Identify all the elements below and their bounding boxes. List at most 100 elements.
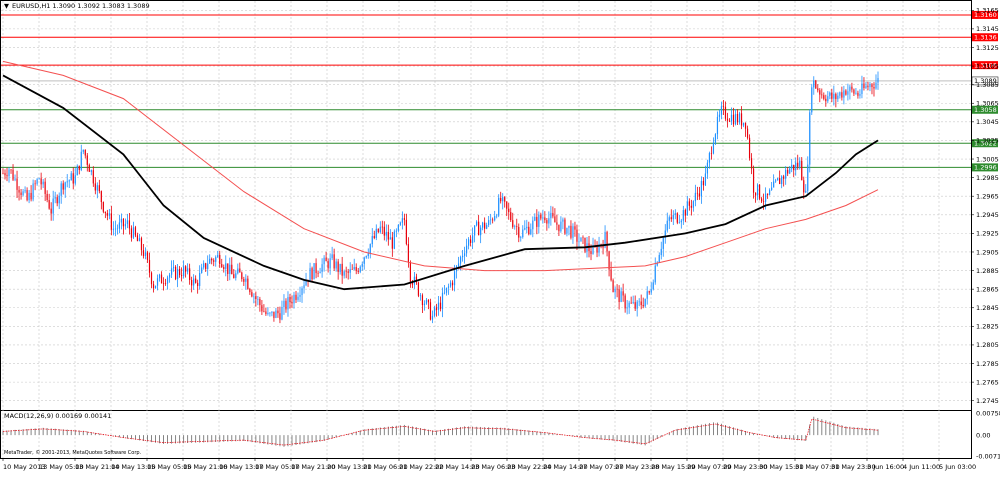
candle-body [170,268,173,275]
candle-body [622,291,624,296]
candle-body [837,95,839,100]
candle-body [550,212,552,219]
candle-body [64,182,66,190]
candle-body [702,180,705,186]
candle-body [132,227,135,238]
candle-body [361,263,363,267]
candle-body [36,179,38,184]
candle-body [124,223,127,227]
candle-body [211,258,213,261]
candle-body [217,255,219,258]
x-tick-label: 31 May 23:00 [831,463,876,471]
candle-body [799,160,801,167]
candle-body [706,162,709,174]
candle-body [399,222,401,225]
candle-body [542,217,544,219]
candle-body [752,168,755,193]
candle-body [791,164,793,169]
candle-body [297,296,299,300]
candle-body [628,302,630,308]
candle-body [654,265,656,283]
candle-body [429,302,432,320]
candle-body [610,269,612,281]
candle-body [867,86,869,88]
candle-body [181,275,183,277]
candle-body [327,261,329,269]
candle-body [614,288,616,293]
candle-body [451,282,454,286]
candle-body [463,253,466,256]
candle-body [197,282,199,286]
candle-body [261,305,263,312]
y-tick-label: 1.2745 [976,397,999,405]
y-tick-label: 1.2785 [976,360,999,368]
candle-body [606,231,608,252]
candle-body [570,225,572,238]
candle-body [10,169,12,171]
y-tick-label: 1.3125 [976,44,999,52]
candle-body [259,298,261,306]
candle-body [496,215,498,217]
x-tick-label: 27 May 23:00 [615,463,660,471]
candle-body [572,226,574,238]
candle-body [526,226,528,229]
candle-body [592,245,594,254]
candle-body [694,192,696,202]
candle-body [833,93,835,99]
candle-body [207,263,209,269]
candle-body [602,244,604,248]
candle-body [313,263,315,280]
candle-body [385,231,387,236]
candle-body [347,271,349,273]
candle-body [445,287,448,293]
candle-body [70,173,72,181]
candle-body [738,113,741,123]
candle-body [740,113,743,126]
candle-body [482,222,484,228]
macd-header: MACD(12,26,9) 0.00169 0.00141 [4,412,111,420]
y-tick-label: 1.3025 [976,137,999,145]
x-tick-label: 30 May 15:00 [759,463,804,471]
candle-body [134,227,137,236]
candle-body [612,280,614,293]
candle-body [498,197,500,216]
candle-body [652,282,654,290]
candle-body [692,201,694,208]
candle-body [785,169,787,179]
candle-body [303,285,305,289]
y-tick-label: 1.2965 [976,193,999,201]
candle-body [817,88,819,91]
candle-body [112,228,114,230]
y-tick-label: 1.3045 [976,118,999,126]
candle-body [185,266,187,272]
candle-body [12,169,14,180]
candle-body [813,80,815,88]
candle-body [686,201,688,216]
price-axis: 1.31651.31451.31251.31051.30851.30651.30… [971,7,1000,460]
candle-body [847,91,849,95]
chart-dropdown-icon[interactable]: ▼ [4,2,9,10]
macd-tick-label: 0.00758 [976,409,1000,417]
candle-body [287,297,289,310]
candle-body [317,273,319,274]
candle-body [630,302,632,304]
candle-body [144,252,147,256]
candle-body [100,191,102,203]
candle-body [742,122,745,126]
y-tick-label: 1.3105 [976,62,999,70]
candle-body [831,92,833,99]
candle-body [86,155,88,165]
candle-body [638,301,640,303]
candle-body [789,168,791,174]
y-tick-label: 1.2845 [976,304,999,312]
candle-body [646,291,648,299]
candle-body [231,264,233,275]
x-tick-label: 3 Jun 16:00 [867,463,904,471]
candle-body [536,216,538,227]
candle-body [20,192,22,196]
candle-body [235,273,237,279]
level-price-label: 1.3160 [974,11,997,19]
candle-body [229,264,231,274]
